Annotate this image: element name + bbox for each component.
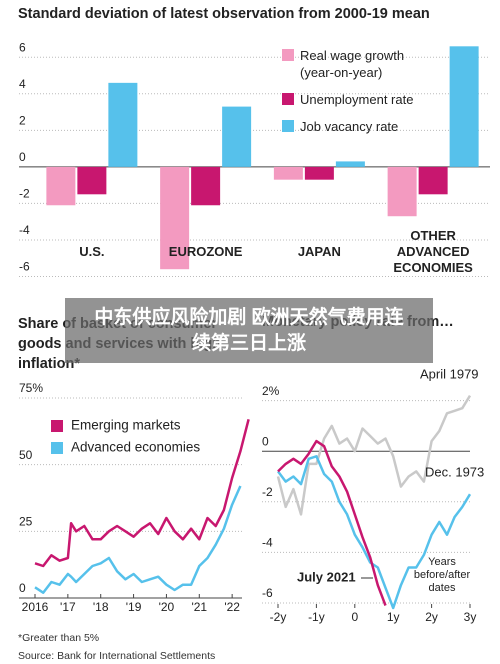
x-tick-label: 1y xyxy=(387,610,400,624)
x-tick-label: '20 xyxy=(159,600,175,614)
x-tick-label: U.S. xyxy=(79,244,105,259)
legend-item: Job vacancy rate xyxy=(282,118,482,135)
y-tick-label: 25 xyxy=(19,515,33,529)
legend-label: Unemployment rate xyxy=(300,92,414,107)
bar xyxy=(418,166,448,195)
legend-label: Emerging markets xyxy=(71,418,181,433)
x-tick-label: '22 xyxy=(224,600,240,614)
y-tick-label: 2 xyxy=(19,114,26,128)
y-tick-label: -2 xyxy=(262,485,273,499)
series-label: July 2021 xyxy=(297,569,356,584)
legend-item: Real wage growth (year-on-year) xyxy=(282,47,482,81)
legend-swatch xyxy=(51,442,63,454)
bar xyxy=(387,166,417,217)
line xyxy=(34,418,250,568)
y-tick-label: 0 xyxy=(262,434,269,448)
legend: Real wage growth (year-on-year) Unemploym… xyxy=(282,47,482,145)
legend-label: Advanced economies xyxy=(71,440,200,455)
overlay: 中东供应风险加剧 欧洲天然气费用连续第三日上涨 xyxy=(65,298,433,363)
legend-swatch xyxy=(51,420,63,432)
x-tick-label: '19 xyxy=(126,600,142,614)
y-tick-label: -6 xyxy=(19,260,30,274)
chart-title: Standard deviation of latest observation… xyxy=(18,6,430,22)
category-label: OTHER ADVANCED ECONOMIES xyxy=(383,222,483,282)
y-tick-label: 2% xyxy=(262,384,280,398)
x-tick-label: -1y xyxy=(308,610,325,624)
x-tick-label: '21 xyxy=(191,600,207,614)
y-tick-label: -4 xyxy=(262,536,273,550)
x-tick-label: EUROZONE xyxy=(168,244,243,259)
y-tick-label: 50 xyxy=(19,448,33,462)
bar xyxy=(335,161,365,167)
bar xyxy=(160,166,190,270)
series-label: April 1979 xyxy=(420,366,479,381)
legend-swatch xyxy=(282,93,294,105)
legend-swatch xyxy=(282,120,294,132)
bar xyxy=(191,166,221,206)
y-tick-label: 6 xyxy=(19,40,26,54)
line xyxy=(277,439,387,606)
footnote: Source: Bank for International Settlemen… xyxy=(18,650,216,662)
bar xyxy=(273,166,303,180)
y-tick-label: -2 xyxy=(19,187,30,201)
legend-label: Job vacancy rate xyxy=(300,119,399,134)
x-tick-label: 3y xyxy=(464,610,477,624)
y-tick-label: 0 xyxy=(19,150,26,164)
bar xyxy=(449,46,479,167)
category-label: U.S. xyxy=(42,222,142,282)
x-tick-label: OTHER ADVANCED ECONOMIES xyxy=(393,228,473,275)
y-tick-label: 0 xyxy=(19,581,26,595)
y-tick-label: 75% xyxy=(19,381,43,395)
legend-label: Real wage growth (year-on-year) xyxy=(300,48,405,80)
bar xyxy=(108,82,138,167)
x-tick-label: 2y xyxy=(425,610,438,624)
legend-item: Unemployment rate xyxy=(282,91,482,108)
bar xyxy=(304,166,334,180)
x-tick-label: -2y xyxy=(270,610,287,624)
category-label: EUROZONE xyxy=(156,222,256,282)
line xyxy=(277,455,472,610)
line xyxy=(276,394,472,516)
annotation: Years before/after dates xyxy=(413,556,471,594)
y-tick-label: -6 xyxy=(262,586,273,600)
y-tick-label: 4 xyxy=(19,77,26,91)
bar xyxy=(77,166,107,195)
bar xyxy=(46,166,76,206)
legend-swatch xyxy=(282,49,294,61)
line xyxy=(34,485,242,594)
footnote: *Greater than 5% xyxy=(18,632,100,644)
x-tick-label: '17 xyxy=(60,600,76,614)
category-label: JAPAN xyxy=(269,222,369,282)
overlay-text: 中东供应风险加剧 欧洲天然气费用连续第三日上涨 xyxy=(94,307,404,354)
x-tick-label: '18 xyxy=(93,600,109,614)
series-label: Dec. 1973 xyxy=(425,464,484,479)
x-tick-label: 0 xyxy=(351,610,358,624)
x-tick-label: JAPAN xyxy=(297,244,341,259)
bar xyxy=(222,106,252,167)
y-tick-label: -4 xyxy=(19,223,30,237)
x-tick-label: 2016 xyxy=(22,600,49,614)
